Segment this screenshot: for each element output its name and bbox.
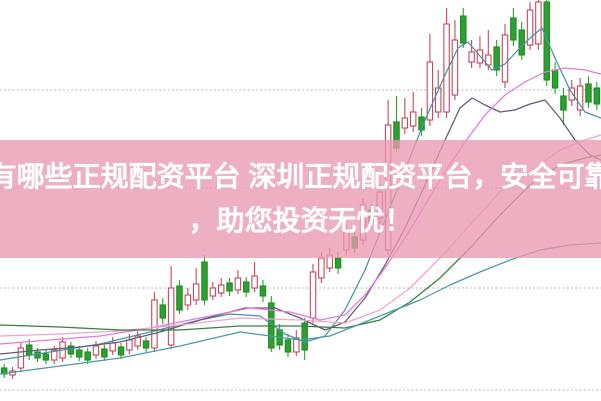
promo-banner-line2: ，助您投资无忧！ <box>188 205 413 236</box>
promo-banner: 有哪些正规配资平台 深圳正规配资平台，安全可靠 ，助您投资无忧！ <box>0 140 601 258</box>
promo-banner-line1: 有哪些正规配资平台 深圳正规配资平台，安全可靠 <box>0 161 601 192</box>
